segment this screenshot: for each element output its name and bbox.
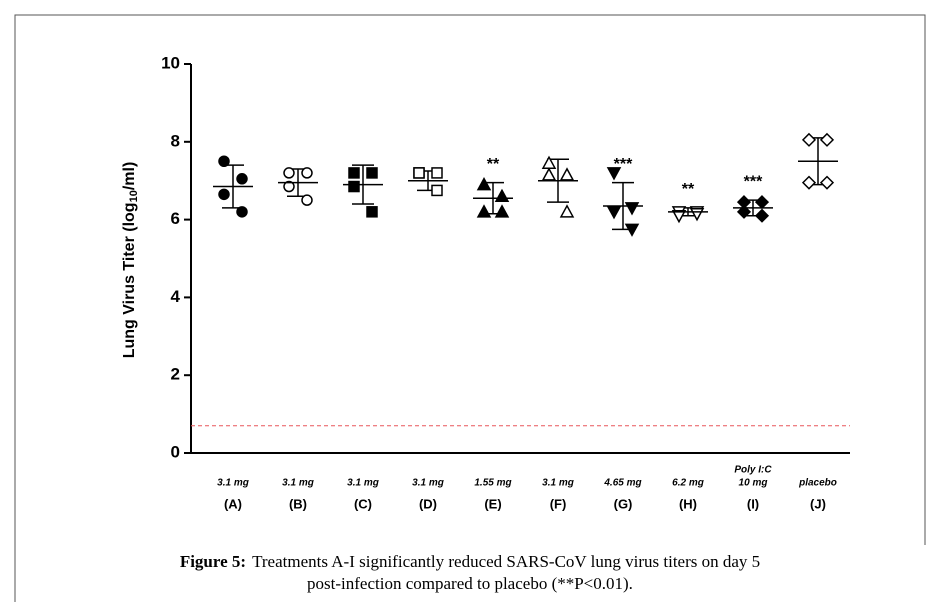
dose-label: 1.55 mg <box>474 478 511 489</box>
y-tick-label: 2 <box>171 365 180 384</box>
point <box>476 204 492 218</box>
x-tick-label: (A) <box>224 496 242 511</box>
significance: ** <box>487 156 500 173</box>
significance: ** <box>682 181 695 198</box>
caption-label: Figure 5: <box>180 552 246 571</box>
dose-label: 3.1 mg <box>347 478 379 489</box>
x-tick-label: (G) <box>614 496 633 511</box>
point <box>801 132 817 147</box>
point <box>754 208 770 223</box>
y-tick-label: 10 <box>161 53 180 72</box>
y-tick-label: 6 <box>171 209 180 228</box>
caption-line: Figure 5: Treatments A-I significantly re… <box>180 552 760 571</box>
point <box>624 202 640 216</box>
point <box>819 175 835 190</box>
point <box>218 188 230 201</box>
point <box>366 167 378 179</box>
y-tick-label: 8 <box>171 131 180 150</box>
x-tick-label: (B) <box>289 496 307 511</box>
figure-frame <box>14 14 926 602</box>
point <box>283 180 295 193</box>
point <box>431 167 443 179</box>
point <box>301 194 313 206</box>
point <box>606 206 622 220</box>
dose-label: 3.1 mg <box>282 478 314 489</box>
point <box>218 155 230 167</box>
dose-label: 4.65 mg <box>603 478 641 489</box>
y-label-part: Lung Virus Titer (log <box>121 202 138 358</box>
point <box>541 167 557 181</box>
point <box>624 223 640 237</box>
significance: *** <box>614 156 633 173</box>
dose-label: 3.1 mg <box>542 478 574 489</box>
point <box>348 167 360 179</box>
point <box>606 167 622 181</box>
y-label-part: /ml) <box>121 162 138 190</box>
point <box>236 173 248 185</box>
y-axis-label: Lung Virus Titer (log10/ml) <box>121 162 140 359</box>
caption-text: post-infection compared to placebo (**P<… <box>307 574 633 593</box>
point <box>431 184 443 197</box>
y-label-sub: 10 <box>128 190 140 202</box>
point <box>348 180 360 193</box>
x-tick-label: (I) <box>747 496 759 511</box>
dose-label: 10 mg <box>739 478 768 489</box>
point <box>801 175 817 190</box>
dose-label: Poly I:C <box>734 465 772 476</box>
x-tick-label: (C) <box>354 496 372 511</box>
x-tick-label: (J) <box>810 496 826 511</box>
dose-label: 3.1 mg <box>217 478 249 489</box>
x-tick-label: (H) <box>679 496 697 511</box>
point <box>559 204 575 218</box>
point <box>494 188 510 203</box>
point <box>236 206 248 218</box>
caption-text: Treatments A-I significantly reduced SAR… <box>252 552 760 571</box>
point <box>366 206 378 218</box>
point <box>754 195 770 210</box>
x-tick-label: (D) <box>419 496 437 511</box>
x-tick-label: (F) <box>550 496 567 511</box>
point <box>413 167 425 179</box>
point <box>283 167 295 179</box>
y-tick-label: 4 <box>171 287 181 306</box>
point <box>301 167 313 179</box>
significance: *** <box>744 173 763 190</box>
point <box>819 132 835 147</box>
point <box>476 177 492 191</box>
dose-label: placebo <box>798 478 837 489</box>
point <box>494 204 510 218</box>
y-tick-label: 0 <box>171 442 180 461</box>
dose-label: 6.2 mg <box>672 478 704 489</box>
point <box>736 204 752 219</box>
point <box>671 209 687 224</box>
point <box>689 208 705 222</box>
point <box>559 167 575 181</box>
dose-label: 3.1 mg <box>412 478 444 489</box>
x-tick-label: (E) <box>484 496 501 511</box>
